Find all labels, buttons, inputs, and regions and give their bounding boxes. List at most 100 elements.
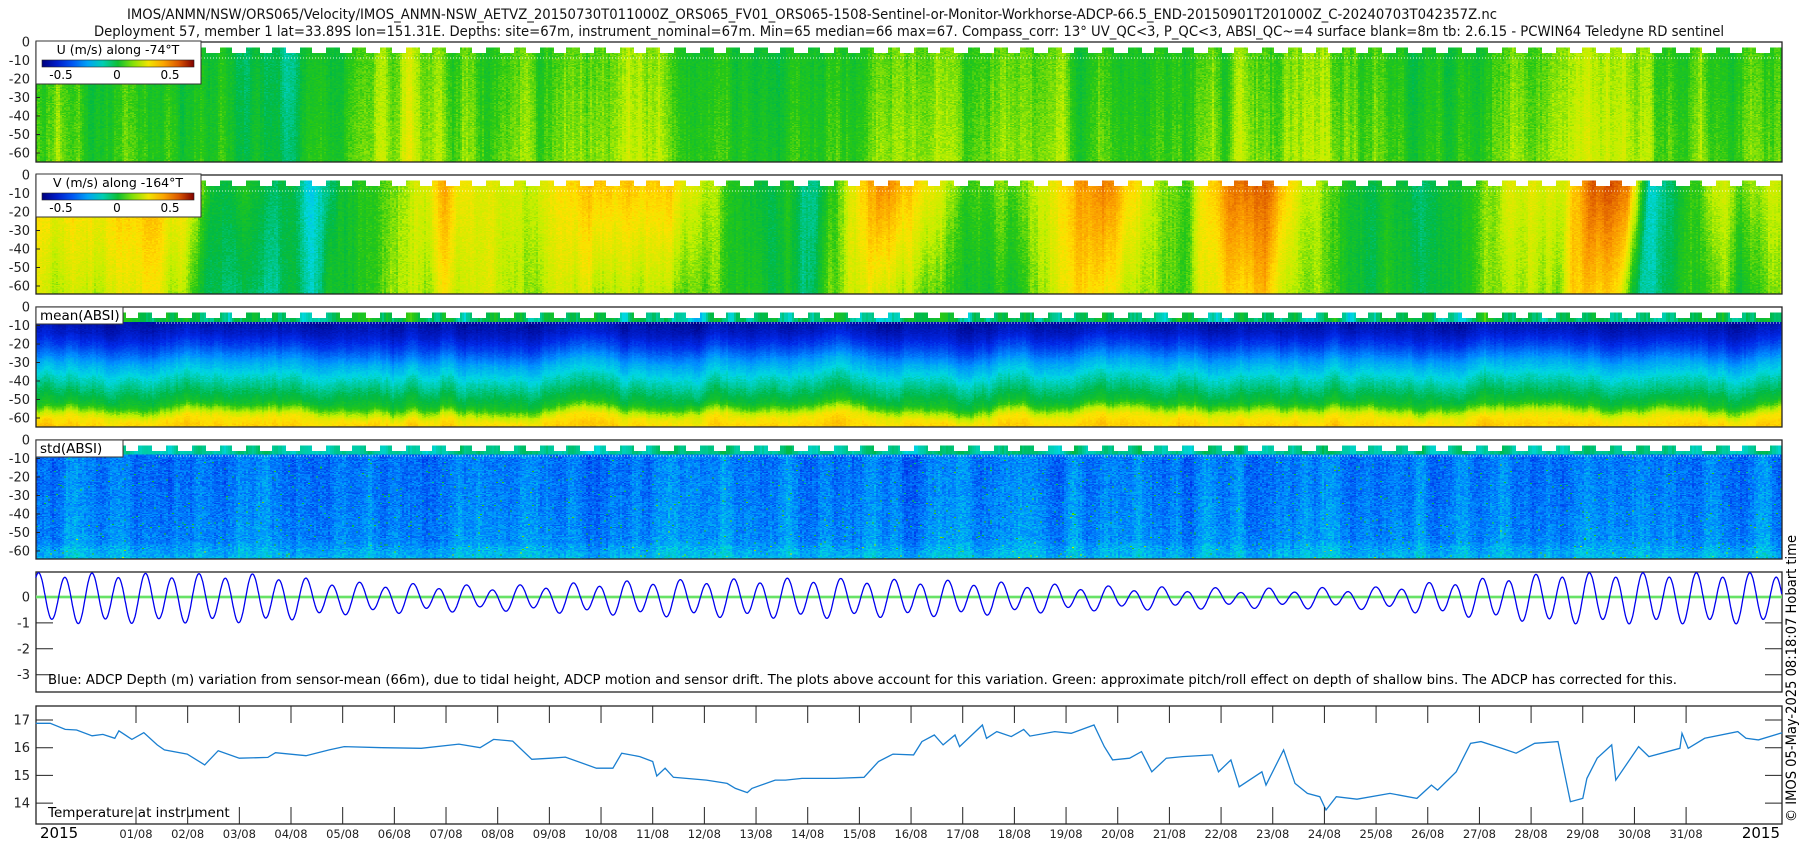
y-tick-label: 14 (13, 797, 30, 812)
y-tick-label: -3 (17, 668, 30, 683)
x-tick-label: 31/08 (1670, 827, 1703, 841)
x-tick-label: 18/08 (998, 827, 1031, 841)
y-tick-label: -50 (9, 261, 30, 276)
x-axis-date-ticks: 01/08 02/08 03/08 04/08 05/08 06/08 07/08 08/08… (119, 706, 1703, 841)
depth-variation-plot (35, 572, 1783, 676)
y-tick-label: -20 (9, 206, 30, 221)
x-tick-label: 09/08 (533, 827, 566, 841)
y-tick-label: -20 (9, 471, 30, 486)
v-colorbar-tick: 0 (113, 201, 121, 215)
y-tick-label: 0 (22, 36, 30, 51)
panel-frame (35, 306, 1783, 428)
v-colorbar (41, 192, 195, 201)
y-tick-label: 17 (13, 714, 30, 729)
x-tick-label: 30/08 (1618, 827, 1651, 841)
temperature-line (35, 722, 1783, 812)
year-label-right: 2015 (1742, 824, 1780, 842)
std-absi-heatmap (36, 440, 1782, 559)
u-legend-label: U (m/s) along -74°T (57, 42, 180, 57)
x-tick-label: 22/08 (1204, 827, 1237, 841)
y-tick-label: -30 (9, 356, 30, 371)
panel-frame (35, 174, 1783, 295)
y-tick-label: -10 (9, 54, 30, 69)
year-label-left: 2015 (40, 824, 78, 842)
x-tick-label: 08/08 (481, 827, 514, 841)
x-tick-label: 17/08 (946, 827, 979, 841)
v-velocity-heatmap (36, 175, 1782, 294)
y-tick-label: -30 (9, 91, 30, 106)
x-tick-label: 29/08 (1566, 827, 1599, 841)
x-tick-label: 07/08 (429, 827, 462, 841)
x-tick-label: 20/08 (1101, 827, 1134, 841)
y-tick-label: -50 (9, 128, 30, 143)
u-colorbar-tick: 0.5 (160, 68, 179, 82)
x-tick-label: 01/08 (119, 827, 152, 841)
x-tick-label: 28/08 (1515, 827, 1548, 841)
y-tick-label: -60 (9, 412, 30, 427)
y-tick-label: -20 (9, 338, 30, 353)
depth-annotation: Blue: ADCP Depth (m) variation from sens… (48, 673, 1677, 688)
y-tick-label: -40 (9, 375, 30, 390)
y-tick-label: -1 (17, 616, 30, 631)
x-tick-label: 11/08 (636, 827, 669, 841)
u-colorbar-tick: 0 (113, 68, 121, 82)
x-tick-label: 14/08 (791, 827, 824, 841)
y-tick-label: -60 (9, 147, 30, 162)
y-tick-label: -10 (9, 187, 30, 202)
x-tick-label: 16/08 (894, 827, 927, 841)
y-tick-label: -10 (9, 319, 30, 334)
y-tick-label: -30 (9, 489, 30, 504)
y-tick-label: 15 (13, 769, 30, 784)
panel-frames (35, 41, 1783, 825)
u-velocity-heatmap (36, 42, 1782, 162)
x-tick-label: 13/08 (739, 827, 772, 841)
x-tick-label: 23/08 (1256, 827, 1289, 841)
y-tick-label: -10 (9, 452, 30, 467)
x-tick-label: 10/08 (584, 827, 617, 841)
v-legend-label: V (m/s) along -164°T (53, 175, 183, 190)
x-tick-label: 12/08 (688, 827, 721, 841)
y-tick-label: -50 (9, 393, 30, 408)
y-tick-label: -20 (9, 73, 30, 88)
x-tick-label: 19/08 (1049, 827, 1082, 841)
y-tick-label: 0 (22, 169, 30, 184)
u-legend: U (m/s) along -74°T -0.5 0 0.5 (35, 40, 202, 85)
y-tick-label: -60 (9, 280, 30, 295)
mean-absi-heatmap (36, 307, 1782, 427)
y-tick-label: -40 (9, 110, 30, 125)
x-tick-label: 02/08 (171, 827, 204, 841)
credit-text: © IMOS 05-May-2025 08:18:07 Hobart time (1784, 535, 1800, 822)
mean-absi-legend: mean(ABSI) (35, 306, 124, 325)
y-tick-label: -30 (9, 224, 30, 239)
figure-subtitle: Deployment 57, member 1 lat=33.89S lon=1… (94, 24, 1724, 40)
panel-frame (35, 571, 1783, 693)
x-tick-label: 05/08 (326, 827, 359, 841)
y-tick-label: 0 (22, 591, 30, 606)
y-tick-label: -60 (9, 545, 30, 560)
temperature-label: Temperature at instrument (47, 805, 230, 821)
u-colorbar (41, 59, 195, 68)
y-tick-label: -50 (9, 526, 30, 541)
v-legend: V (m/s) along -164°T -0.5 0 0.5 (35, 173, 202, 218)
figure-title: IMOS/ANMN/NSW/ORS065/Velocity/IMOS_ANMN-… (127, 7, 1497, 23)
v-colorbar-tick: -0.5 (49, 201, 72, 215)
x-tick-label: 25/08 (1360, 827, 1393, 841)
y-tick-label: 16 (13, 741, 30, 756)
std-absi-label: std(ABSI) (40, 441, 102, 457)
x-tick-label: 03/08 (223, 827, 256, 841)
temperature-plot (35, 719, 1783, 812)
x-tick-label: 21/08 (1153, 827, 1186, 841)
y-tick-label: 0 (22, 301, 30, 316)
y-tick-label: 0 (22, 434, 30, 449)
y-tick-label: -2 (17, 642, 30, 657)
depth-variation-line (35, 572, 1783, 625)
y-axis-ticks: 0-10-20-30-40-50-600-10-20-30-40-50-600-… (9, 36, 40, 812)
u-colorbar-tick: -0.5 (49, 68, 72, 82)
x-tick-label: 26/08 (1411, 827, 1444, 841)
std-absi-legend: std(ABSI) (35, 439, 124, 458)
mean-absi-label: mean(ABSI) (40, 308, 120, 324)
x-tick-label: 04/08 (274, 827, 307, 841)
panel-frame (35, 41, 1783, 163)
